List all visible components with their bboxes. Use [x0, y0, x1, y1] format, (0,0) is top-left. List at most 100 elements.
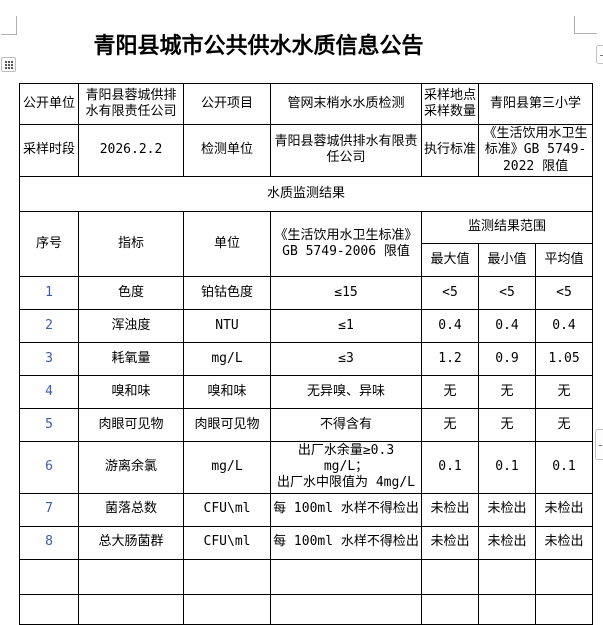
row-max[interactable]: 无	[421, 407, 479, 442]
row-indicator[interactable]: 浑浊度	[78, 308, 184, 343]
table-row: 2 浑浊度 NTU ≤1 0.4 0.4 0.4	[19, 308, 594, 343]
dash-icon	[599, 444, 602, 446]
row-seq[interactable]: 3	[19, 341, 79, 376]
sample-site-value[interactable]: 青阳县第三小学	[477, 83, 594, 125]
row-seq[interactable]: 6	[19, 440, 79, 494]
row-limit[interactable]	[270, 558, 422, 595]
row-indicator[interactable]: 菌落总数	[78, 492, 184, 527]
row-unit[interactable]: 铂钴色度	[183, 275, 271, 310]
row-indicator[interactable]: 总大肠菌群	[78, 525, 184, 560]
test-unit-value[interactable]: 青阳县蓉城供排水有限责任公司	[270, 124, 422, 177]
header-limit[interactable]: 《生活饮用水卫生标准》 GB 5749-2006 限值	[270, 210, 422, 277]
publish-item-value[interactable]: 管网末梢水水质检测	[270, 83, 422, 125]
document-title[interactable]: 青阳县城市公共供水水质信息公告	[93, 34, 424, 59]
row-avg[interactable]	[534, 558, 594, 595]
row-max[interactable]: 无	[421, 374, 479, 409]
row-seq[interactable]: 7	[19, 492, 79, 527]
row-min[interactable]: 无	[478, 374, 536, 409]
header-range[interactable]: 监测结果范围	[420, 210, 594, 244]
row-seq[interactable]: 1	[19, 275, 79, 310]
row-max[interactable]: <5	[421, 275, 479, 310]
table-move-handle[interactable]	[1, 57, 16, 72]
row-seq[interactable]	[19, 558, 79, 595]
row-seq[interactable]: 5	[19, 407, 79, 442]
row-limit[interactable]	[270, 593, 422, 625]
row-avg[interactable]: 无	[534, 374, 594, 409]
row-min[interactable]: <5	[478, 275, 536, 310]
row-limit[interactable]: ≤15	[270, 275, 422, 310]
row-limit[interactable]: 每 100ml 水样不得检出	[270, 492, 422, 527]
row-seq[interactable]	[19, 593, 79, 625]
sample-site-label[interactable]: 采样地点 采样数量	[421, 83, 479, 125]
edge-floating-button-middle[interactable]	[595, 429, 603, 460]
row-avg[interactable]: 0.4	[534, 308, 594, 343]
row-indicator[interactable]: 游离余氯	[78, 440, 184, 494]
row-max[interactable]: 0.1	[421, 440, 479, 494]
row-unit[interactable]	[183, 558, 271, 595]
row-seq[interactable]: 4	[19, 374, 79, 409]
row-indicator[interactable]	[78, 593, 184, 625]
row-max[interactable]: 未检出	[421, 525, 479, 560]
table-row	[19, 593, 594, 625]
row-max[interactable]: 0.4	[421, 308, 479, 343]
row-limit[interactable]: 每 100ml 水样不得检出	[270, 525, 422, 560]
header-max[interactable]: 最大值	[421, 242, 479, 277]
table-row: 6 游离余氯 mg/L 出厂水余量≥0.3 mg/L； 出厂水中限值为 4mg/…	[19, 440, 594, 494]
section-title[interactable]: 水质监测结果	[18, 175, 594, 212]
header-min[interactable]: 最小值	[478, 242, 536, 277]
row-min[interactable]	[478, 593, 536, 625]
info-row-2: 采样时段 2026.2.2 检测单位 青阳县蓉城供排水有限责任公司 执行标准 《…	[19, 124, 594, 177]
row-unit[interactable]: 嗅和味	[183, 374, 271, 409]
row-seq[interactable]: 8	[19, 525, 79, 560]
row-limit[interactable]: 无异嗅、异味	[270, 374, 422, 409]
row-min[interactable]: 未检出	[478, 492, 536, 527]
row-min[interactable]: 0.4	[478, 308, 536, 343]
row-min[interactable]: 无	[478, 407, 536, 442]
row-limit[interactable]: ≤3	[270, 341, 422, 376]
row-max[interactable]	[421, 593, 479, 625]
row-avg[interactable]: 0.1	[534, 440, 594, 494]
row-indicator[interactable]: 色度	[78, 275, 184, 310]
row-max[interactable]: 1.2	[421, 341, 479, 376]
row-min[interactable]: 0.1	[478, 440, 536, 494]
row-indicator[interactable]: 耗氧量	[78, 341, 184, 376]
header-unit[interactable]: 单位	[183, 210, 271, 277]
row-min[interactable]: 未检出	[478, 525, 536, 560]
row-avg[interactable]: <5	[534, 275, 594, 310]
row-unit[interactable]: NTU	[183, 308, 271, 343]
publish-item-label[interactable]: 公开项目	[183, 83, 271, 125]
header-indicator[interactable]: 指标	[78, 210, 184, 277]
row-unit[interactable]: mg/L	[183, 341, 271, 376]
row-max[interactable]	[421, 558, 479, 595]
row-min[interactable]: 0.9	[478, 341, 536, 376]
row-avg[interactable]: 1.05	[534, 341, 594, 376]
sample-period-label[interactable]: 采样时段	[19, 124, 79, 177]
row-unit[interactable]: CFU\ml	[183, 525, 271, 560]
row-indicator[interactable]: 肉眼可见物	[78, 407, 184, 442]
row-indicator[interactable]	[78, 558, 184, 595]
edge-floating-button-top[interactable]	[596, 45, 603, 64]
header-seq[interactable]: 序号	[19, 210, 79, 277]
row-avg[interactable]: 未检出	[534, 525, 594, 560]
row-limit[interactable]: 不得含有	[270, 407, 422, 442]
publish-unit-value[interactable]: 青阳县蓉城供排水有限责任公司	[78, 83, 184, 125]
row-indicator[interactable]: 嗅和味	[78, 374, 184, 409]
row-avg[interactable]: 未检出	[534, 492, 594, 527]
row-limit[interactable]: 出厂水余量≥0.3 mg/L； 出厂水中限值为 4mg/L	[270, 440, 422, 494]
row-unit[interactable]: mg/L	[183, 440, 271, 494]
sample-period-value[interactable]: 2026.2.2	[78, 124, 184, 177]
standard-value[interactable]: 《生活饮用水卫生标准》GB 5749-2022 限值	[477, 124, 594, 177]
row-max[interactable]: 未检出	[421, 492, 479, 527]
test-unit-label[interactable]: 检测单位	[183, 124, 271, 177]
standard-label[interactable]: 执行标准	[421, 124, 479, 177]
row-avg[interactable]: 无	[534, 407, 594, 442]
row-unit[interactable]	[183, 593, 271, 625]
header-avg[interactable]: 平均值	[534, 242, 594, 277]
row-min[interactable]	[478, 558, 536, 595]
row-seq[interactable]: 2	[19, 308, 79, 343]
row-avg[interactable]	[534, 593, 594, 625]
row-unit[interactable]: CFU\ml	[183, 492, 271, 527]
row-unit[interactable]: 肉眼可见物	[183, 407, 271, 442]
publish-unit-label[interactable]: 公开单位	[19, 83, 79, 125]
row-limit[interactable]: ≤1	[270, 308, 422, 343]
